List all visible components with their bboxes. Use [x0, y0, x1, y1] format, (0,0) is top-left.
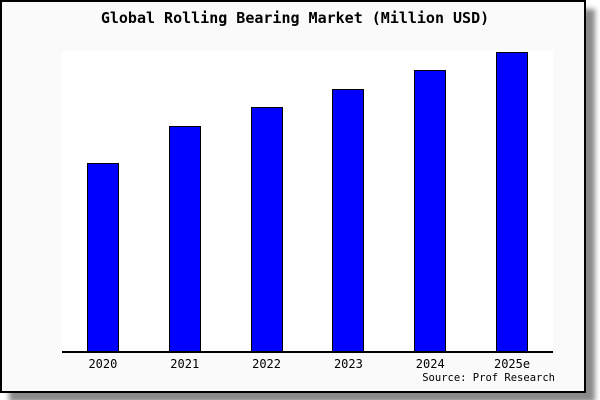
chart-title: Global Rolling Bearing Market (Million U…: [100, 9, 490, 27]
bar-2022: [250, 107, 283, 351]
bar-slot-2023: [307, 51, 389, 351]
x-tick-label-2024: 2024: [415, 357, 445, 371]
bar-slot-2024: [389, 51, 471, 351]
bar-slot-2022: [226, 51, 308, 351]
bar-2021: [168, 125, 201, 351]
x-tick-label-2023: 2023: [333, 357, 363, 371]
plot-area: [62, 51, 553, 353]
bar-2024: [414, 70, 447, 351]
bar-2023: [332, 89, 365, 351]
x-tick-label-2020: 2020: [88, 357, 118, 371]
x-axis-labels: 2020 2021 2022 2023 2024 2025e: [62, 357, 553, 371]
bar-2025e: [496, 52, 529, 351]
bar-slot-2025e: [471, 51, 553, 351]
chart-card: Global Rolling Bearing Market (Million U…: [0, 0, 586, 393]
bar-slot-2021: [144, 51, 226, 351]
bar-slot-2020: [62, 51, 144, 351]
x-tick-label-2025e: 2025e: [493, 357, 531, 371]
bar-2020: [86, 163, 119, 351]
source-note: Source: Prof Research: [422, 372, 555, 384]
x-tick-label-2021: 2021: [170, 357, 200, 371]
x-tick-label-2022: 2022: [252, 357, 282, 371]
